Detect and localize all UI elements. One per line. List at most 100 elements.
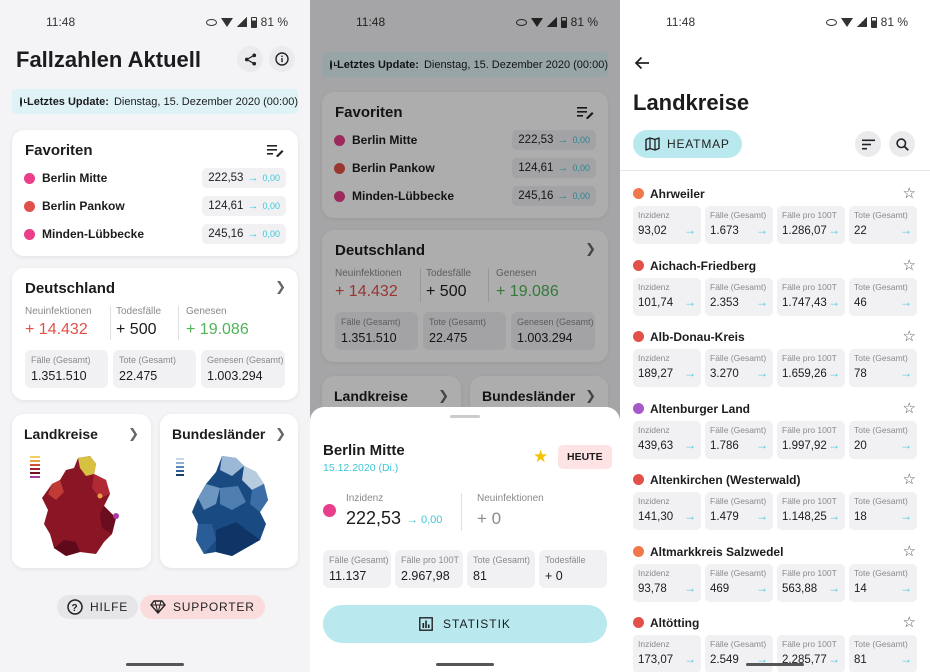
- germany-card[interactable]: Deutschland ❯ Neuinfektionen + 14.432 To…: [12, 268, 298, 400]
- incidence-value: 222,53: [346, 508, 402, 528]
- sort-button[interactable]: [855, 131, 881, 157]
- home-indicator[interactable]: [746, 663, 804, 666]
- favorite-incidence-pill: 245,16 → 0,00: [512, 186, 596, 206]
- today-badge[interactable]: HEUTE: [558, 445, 612, 469]
- cases-per-100k-box: Fälle pro 100T 1.747,43 →: [777, 277, 845, 316]
- favorite-item[interactable]: Minden-Lübbecke 245,16 → 0,00: [24, 223, 286, 245]
- info-button[interactable]: [269, 46, 295, 72]
- edit-list-icon[interactable]: [577, 106, 594, 119]
- favorite-item[interactable]: Berlin Mitte 222,53 → 0,00: [24, 167, 286, 189]
- star-outline-icon[interactable]: ☆: [902, 185, 916, 202]
- heatmap-button[interactable]: HEATMAP: [633, 130, 742, 158]
- box-value: 81: [854, 654, 867, 666]
- district-row[interactable]: Altmarkkreis Salzwedel ☆ Inzidenz 93,78 → Fäl…: [620, 538, 930, 610]
- search-button[interactable]: [889, 131, 915, 157]
- wifi-icon: [840, 17, 853, 27]
- favorite-item[interactable]: Berlin Mitte 222,53 → 0,00: [334, 129, 596, 151]
- district-color-dot: [633, 259, 644, 271]
- sheet-date: 15.12.2020 (Di.): [323, 462, 399, 474]
- germany-title: Deutschland: [25, 280, 116, 297]
- box-value: 1.786: [710, 439, 739, 452]
- box-label: Genesen (Gesamt): [207, 355, 284, 365]
- box-label: Tote (Gesamt): [854, 353, 908, 363]
- district-row[interactable]: Alb-Donau-Kreis ☆ Inzidenz 189,27 → Fälle (Ge…: [620, 323, 930, 395]
- arrow-right-icon: →: [756, 509, 768, 523]
- box-value: 439,63: [638, 439, 674, 452]
- arrow-right-icon: →: [828, 509, 840, 523]
- new-deaths-box: Todesfälle + 0: [539, 550, 607, 588]
- arrow-right-icon: →: [828, 437, 840, 452]
- arrow-right-icon: →: [756, 366, 768, 380]
- district-color-dot: [633, 402, 644, 414]
- new-infections-label: Neuinfektionen: [335, 268, 402, 279]
- bundeslaender-title: Bundesländer: [172, 426, 266, 442]
- total-cases-box: Fälle (Gesamt) 2.353 →: [705, 277, 773, 316]
- favorite-name: Berlin Pankow: [352, 161, 435, 175]
- favorite-item[interactable]: Berlin Pankow 124,61 → 0,00: [334, 157, 596, 179]
- box-value: 22.475: [429, 331, 468, 345]
- divider: [420, 268, 421, 302]
- district-color-dot: [633, 617, 644, 628]
- help-button[interactable]: ? HILFE: [57, 595, 139, 619]
- district-row[interactable]: Aichach-Friedberg ☆ Inzidenz 101,74 → Fälle (…: [620, 252, 930, 324]
- favorite-change: 0,00: [262, 201, 280, 211]
- box-value: 81: [473, 569, 487, 583]
- box-value: 46: [854, 296, 867, 309]
- help-label: HILFE: [90, 600, 129, 614]
- district-row[interactable]: Altötting ☆ Inzidenz 173,07 → Fälle (Gesamt) 2…: [620, 609, 930, 672]
- landkreise-card[interactable]: Landkreise ❯: [12, 414, 151, 568]
- star-outline-icon[interactable]: ☆: [902, 471, 916, 488]
- box-label: Tote (Gesamt): [854, 210, 908, 220]
- star-outline-icon[interactable]: ☆: [902, 328, 916, 345]
- box-value: 141,30: [638, 511, 674, 523]
- box-value: 1.003.294: [517, 331, 573, 345]
- home-indicator[interactable]: [126, 663, 184, 666]
- home-indicator[interactable]: [436, 663, 494, 666]
- favorite-item[interactable]: Berlin Pankow 124,61 → 0,00: [24, 195, 286, 217]
- box-label: Tote (Gesamt): [429, 317, 487, 327]
- signal-icon: [546, 17, 557, 27]
- germany-card[interactable]: Deutschland ❯ Neuinfektionen + 14.432 To…: [322, 230, 608, 362]
- star-outline-icon[interactable]: ☆: [902, 542, 916, 560]
- arrow-right-icon: →: [756, 652, 768, 666]
- box-value: 20: [854, 439, 867, 452]
- favorite-star-icon[interactable]: ★: [533, 447, 549, 466]
- cases-per-100k-box: Fälle pro 100T 1.286,07 →: [777, 206, 845, 244]
- district-row[interactable]: Ahrweiler ☆ Inzidenz 93,02 → Fälle (Gesamt) 1.…: [620, 180, 930, 252]
- chevron-right-icon: ❯: [585, 388, 596, 403]
- sheet-drag-handle[interactable]: [450, 415, 480, 418]
- box-label: Inzidenz: [638, 281, 670, 292]
- status-icons: 81 %: [515, 15, 598, 29]
- back-arrow-icon[interactable]: [634, 56, 650, 70]
- arrow-right-icon: →: [684, 366, 696, 380]
- supporter-button[interactable]: SUPPORTER: [140, 595, 265, 619]
- share-button[interactable]: [237, 46, 263, 72]
- incidence-change: → 0,00: [407, 514, 442, 526]
- box-label: Fälle pro 100T: [782, 353, 837, 363]
- statistics-button[interactable]: STATISTIK: [323, 605, 607, 643]
- box-label: Fälle (Gesamt): [710, 496, 767, 506]
- district-color-dot: [633, 331, 644, 342]
- diamond-icon: [150, 600, 166, 614]
- cases-per-100k-box: Fälle pro 100T 1.997,92 →: [777, 420, 845, 459]
- star-outline-icon[interactable]: ☆: [902, 614, 916, 631]
- total-deaths-box: Tote (Gesamt) 22.475: [113, 350, 196, 388]
- district-row[interactable]: Altenkirchen (Westerwald) ☆ Inzidenz 141,30…: [620, 466, 930, 538]
- box-value: 22.475: [119, 369, 158, 383]
- box-label: Fälle pro 100T: [782, 424, 837, 435]
- bundeslaender-card[interactable]: Bundesländer ❯: [160, 414, 298, 568]
- star-outline-icon[interactable]: ☆: [902, 399, 916, 417]
- district-row[interactable]: Altenburger Land ☆ Inzidenz 439,63 → Fälle (G…: [620, 395, 930, 467]
- star-outline-icon[interactable]: ☆: [902, 256, 916, 274]
- box-value: 78: [854, 368, 867, 380]
- divider: [110, 306, 111, 340]
- favorite-color-dot: [24, 228, 35, 240]
- favorite-item[interactable]: Minden-Lübbecke 245,16 → 0,00: [334, 185, 596, 207]
- total-deaths-box: Tote (Gesamt) 81 →: [849, 635, 917, 672]
- box-label: Fälle pro 100T: [782, 567, 837, 578]
- box-value: 101,74: [638, 296, 674, 309]
- chevron-right-icon: ❯: [438, 388, 449, 403]
- box-label: Fälle pro 100T: [782, 496, 837, 506]
- edit-list-icon[interactable]: [267, 144, 284, 157]
- map-icon: [645, 137, 660, 151]
